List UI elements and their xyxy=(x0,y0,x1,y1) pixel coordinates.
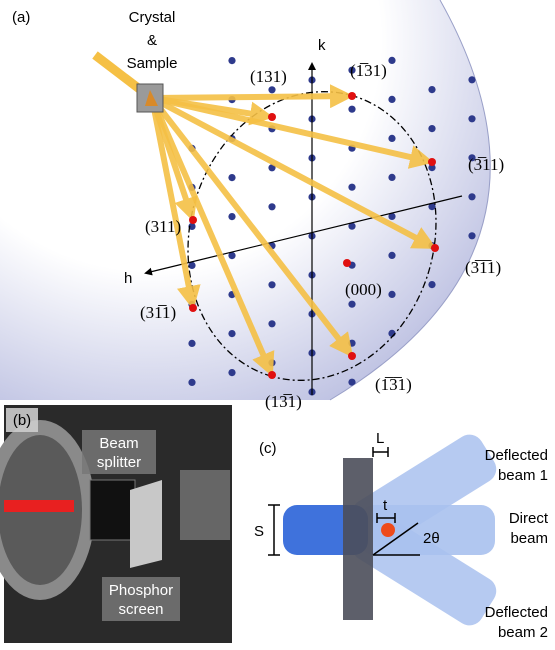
crystal-label: Sample xyxy=(127,55,178,72)
laser xyxy=(4,500,74,512)
diffracted-beam xyxy=(152,96,342,98)
lattice-point xyxy=(348,184,355,191)
reflection-point xyxy=(343,259,351,267)
lattice-point xyxy=(508,339,515,346)
lattice-point xyxy=(508,66,515,73)
beam-label: beam 1 xyxy=(498,467,548,484)
lattice-point xyxy=(508,300,515,307)
phosphor-screen xyxy=(130,480,162,568)
reflection-label: (1̅3̅1) xyxy=(375,375,412,394)
reflection-label: (000) xyxy=(345,280,382,299)
lattice-point xyxy=(348,106,355,113)
lattice-point xyxy=(188,340,195,347)
reflection-point xyxy=(268,371,276,379)
lattice-point xyxy=(388,252,395,259)
lattice-point xyxy=(268,320,275,327)
callout: Beam xyxy=(99,435,138,452)
lattice-point xyxy=(228,57,235,64)
lattice-point xyxy=(428,86,435,93)
beam-label: beam 2 xyxy=(498,624,548,641)
lattice-point xyxy=(188,379,195,386)
beam-label: Deflected xyxy=(485,604,548,621)
lattice-point xyxy=(468,76,475,83)
lattice-point xyxy=(388,57,395,64)
lattice-point xyxy=(228,369,235,376)
beam-label: Deflected xyxy=(485,447,548,464)
reflection-point xyxy=(348,92,356,100)
panel-label: (b) xyxy=(13,412,31,429)
lattice-point xyxy=(508,105,515,112)
lattice-point xyxy=(468,388,475,395)
callout: Phosphor xyxy=(109,582,173,599)
lattice-point xyxy=(508,378,515,385)
lattice-point xyxy=(468,193,475,200)
lattice-point xyxy=(428,281,435,288)
reflection-point xyxy=(431,244,439,252)
axis-label: h xyxy=(124,270,132,287)
dimension-label: L xyxy=(376,430,384,447)
axis-label: k xyxy=(318,37,326,54)
crystal-label: & xyxy=(147,32,157,49)
spot xyxy=(381,523,395,537)
lattice-point xyxy=(428,125,435,132)
reflection-point xyxy=(189,304,197,312)
lattice-point xyxy=(468,310,475,317)
reflection-point xyxy=(348,352,356,360)
reflection-label: (131) xyxy=(250,67,287,86)
lattice-point xyxy=(468,232,475,239)
figure: (a) Crystal & Sample k h (131) (1̅31) (3̅1… xyxy=(0,0,555,650)
reflection-label: (3̅1̅1) xyxy=(465,258,501,277)
beam-label: Direct xyxy=(509,510,549,527)
reflection-point xyxy=(268,113,276,121)
lattice-point xyxy=(508,144,515,151)
lattice-point xyxy=(508,222,515,229)
lattice-point xyxy=(508,183,515,190)
ewald-region xyxy=(0,0,490,400)
lattice-point xyxy=(508,261,515,268)
lattice-point xyxy=(468,115,475,122)
reflection-label: (1̅31) xyxy=(350,61,387,80)
lattice-point xyxy=(228,174,235,181)
callout: screen xyxy=(118,601,163,618)
reflection-label: (311) xyxy=(145,217,181,236)
reflection-label: (3̅11) xyxy=(468,155,504,174)
lattice-point xyxy=(428,359,435,366)
callout: splitter xyxy=(97,454,141,471)
beam-label: beam xyxy=(510,530,548,547)
dimension-label: S xyxy=(254,523,264,540)
lattice-point xyxy=(388,135,395,142)
lattice-point xyxy=(388,96,395,103)
reflection-point xyxy=(189,216,197,224)
reflection-label: (13̅1) xyxy=(265,392,302,411)
mount xyxy=(180,470,230,540)
lattice-point xyxy=(388,174,395,181)
lattice-point xyxy=(348,340,355,347)
crystal-label: Crystal xyxy=(129,9,176,26)
reflection-label: (31̅1) xyxy=(140,303,176,322)
lattice-point xyxy=(428,320,435,327)
lattice-point xyxy=(348,301,355,308)
lattice-point xyxy=(468,349,475,356)
panel-label: (c) xyxy=(259,440,277,457)
lattice-point xyxy=(268,86,275,93)
dimension-S xyxy=(268,505,280,555)
lattice-point xyxy=(268,203,275,210)
lattice-point xyxy=(268,281,275,288)
reflection-point xyxy=(428,158,436,166)
lattice-point xyxy=(388,291,395,298)
lattice-point xyxy=(228,213,235,220)
panel-label: (a) xyxy=(12,9,30,26)
dimension-L xyxy=(373,447,388,457)
sample-plate xyxy=(343,458,373,620)
lattice-point xyxy=(228,330,235,337)
beam-splitter xyxy=(90,480,135,540)
angle-label: 2θ xyxy=(423,530,440,547)
